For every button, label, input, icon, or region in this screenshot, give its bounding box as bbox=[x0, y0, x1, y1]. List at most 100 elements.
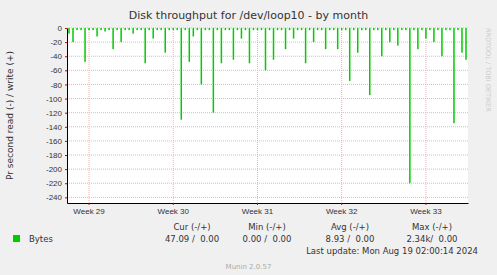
bar bbox=[160, 28, 162, 30]
bar bbox=[148, 28, 150, 30]
bar bbox=[164, 28, 166, 53]
y-tick-mark bbox=[65, 99, 67, 100]
x-tick: Week 30 bbox=[158, 203, 190, 216]
grid-line-y bbox=[67, 112, 468, 113]
y-tick-label: -100 bbox=[46, 95, 63, 104]
legend: Cur (-/+)Min (-/+)Avg (-/+)Max (-/+)Byte… bbox=[13, 222, 458, 244]
background bbox=[0, 0, 497, 275]
bar bbox=[401, 28, 403, 30]
x-tick-mark bbox=[173, 203, 174, 205]
bar bbox=[120, 28, 122, 42]
x-tick-mark bbox=[341, 203, 342, 205]
grid-line-y bbox=[67, 155, 468, 156]
bar bbox=[449, 28, 451, 30]
bar bbox=[128, 28, 130, 30]
bar bbox=[405, 28, 407, 30]
bar bbox=[84, 28, 86, 62]
bar bbox=[132, 28, 134, 34]
bar bbox=[152, 28, 154, 39]
version: Munin 2.0.57 bbox=[226, 263, 272, 271]
stats-value: 8.93 / 0.00 bbox=[326, 234, 375, 244]
bar bbox=[72, 28, 74, 42]
last-update: Last update: Mon Aug 19 02:00:14 2024 bbox=[306, 246, 478, 256]
bar bbox=[413, 28, 415, 30]
x-tick-label: Week 33 bbox=[410, 207, 442, 216]
y-tick: -160 bbox=[46, 137, 67, 146]
y-axis: 0-20-40-60-80-100-120-140-160-180-200-22… bbox=[46, 24, 68, 203]
bar bbox=[325, 28, 327, 49]
bar bbox=[369, 28, 371, 95]
bar bbox=[305, 28, 307, 63]
y-tick-mark bbox=[65, 42, 67, 43]
y-tick-label: -160 bbox=[46, 137, 63, 146]
bar bbox=[393, 28, 395, 30]
bar bbox=[293, 28, 295, 39]
bar bbox=[189, 28, 191, 62]
bar bbox=[461, 28, 463, 53]
grid-line-y bbox=[67, 183, 468, 184]
bar bbox=[373, 28, 375, 30]
bar bbox=[177, 28, 179, 30]
bar bbox=[409, 28, 411, 183]
bar bbox=[205, 28, 207, 30]
marks bbox=[68, 28, 466, 183]
y-tick-mark bbox=[65, 141, 67, 142]
bar bbox=[201, 28, 203, 84]
y-tick-label: -220 bbox=[46, 179, 63, 188]
bar bbox=[253, 28, 255, 30]
bar bbox=[108, 28, 110, 30]
bar bbox=[333, 28, 335, 30]
bar bbox=[221, 28, 223, 63]
y-tick: 0 bbox=[58, 24, 67, 33]
bar bbox=[92, 28, 94, 30]
chart: 0-20-40-60-80-100-120-140-160-180-200-22… bbox=[0, 0, 497, 275]
grid-line-y bbox=[67, 42, 468, 43]
bar bbox=[76, 28, 78, 30]
grid bbox=[67, 28, 468, 203]
stats-value: 2.34k/ 0.00 bbox=[406, 234, 457, 244]
stats-value: 47.09 / 0.00 bbox=[165, 234, 219, 244]
grid-line-x bbox=[257, 28, 258, 203]
bar bbox=[425, 28, 427, 39]
bar bbox=[445, 28, 447, 30]
grid-line-y bbox=[67, 126, 468, 127]
x-tick-label: Week 31 bbox=[242, 207, 274, 216]
bar bbox=[213, 28, 215, 113]
y-tick: -120 bbox=[46, 109, 67, 118]
bar bbox=[173, 28, 175, 30]
grid-line-x bbox=[173, 28, 174, 203]
x-tick: Week 29 bbox=[73, 203, 105, 216]
bar bbox=[329, 28, 331, 30]
bar bbox=[156, 28, 158, 30]
x-tick-mark bbox=[89, 203, 90, 205]
y-tick: -20 bbox=[50, 38, 67, 47]
bar bbox=[112, 28, 114, 49]
bar bbox=[453, 28, 455, 123]
bar bbox=[225, 28, 227, 30]
bar bbox=[217, 28, 219, 30]
bar bbox=[281, 28, 283, 30]
y-tick-label: -40 bbox=[50, 52, 62, 61]
bar bbox=[96, 28, 98, 36]
bar bbox=[273, 28, 275, 60]
watermark: RRDTOOL / TOBI OETIKER bbox=[484, 28, 492, 112]
y-tick-label: -240 bbox=[46, 193, 63, 202]
title: Disk throughput for /dev/loop10 - by mon… bbox=[129, 9, 369, 22]
grid-line-y bbox=[67, 56, 468, 57]
legend-label: Bytes bbox=[29, 234, 53, 244]
grid-line-y bbox=[67, 169, 468, 170]
bar bbox=[417, 28, 419, 49]
y-tick: -140 bbox=[46, 123, 67, 132]
y-tick-label: -120 bbox=[46, 109, 63, 118]
bar bbox=[365, 28, 367, 30]
y-tick-mark bbox=[65, 197, 67, 198]
y-tick: -100 bbox=[46, 95, 67, 104]
bar bbox=[197, 28, 199, 30]
bar bbox=[289, 28, 291, 30]
bar bbox=[229, 28, 231, 30]
grid-line-y bbox=[67, 70, 468, 71]
grid-line-x bbox=[425, 28, 426, 203]
y-axis-line bbox=[67, 29, 68, 204]
y-tick-mark bbox=[65, 56, 67, 57]
y-tick-mark bbox=[65, 28, 67, 29]
